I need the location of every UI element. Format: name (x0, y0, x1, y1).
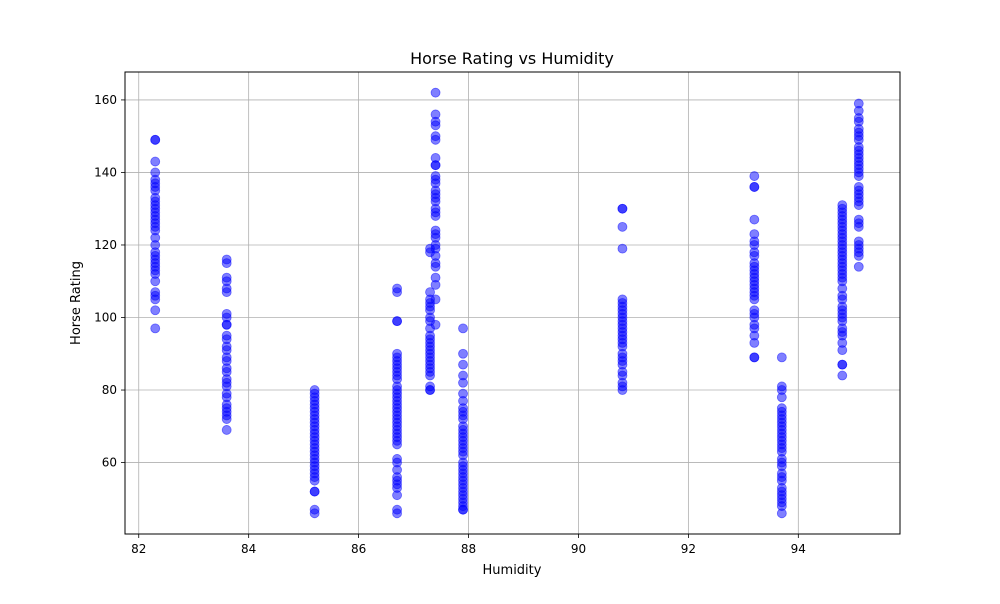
data-point (749, 214, 760, 225)
grid-lines (125, 72, 900, 534)
data-point (458, 323, 468, 334)
data-point (392, 508, 402, 519)
data-point (150, 276, 161, 287)
x-axis-label: Humidity (483, 563, 542, 578)
data-point (150, 156, 161, 167)
x-tick-label: 84 (241, 542, 256, 556)
data-point (776, 508, 787, 519)
data-point (221, 258, 232, 269)
data-point (221, 425, 232, 435)
data-point (309, 486, 320, 497)
data-point (853, 200, 864, 210)
y-tick-label: 80 (102, 383, 117, 397)
data-point (617, 221, 628, 232)
data-point (837, 359, 848, 370)
data-point (392, 316, 402, 327)
data-point (221, 319, 232, 330)
data-point (749, 182, 760, 192)
y-tick-label: 120 (94, 238, 117, 252)
data-point (430, 294, 441, 305)
data-point (749, 294, 760, 305)
data-point (430, 211, 441, 221)
data-point (150, 305, 161, 316)
chart-title: Horse Rating vs Humidity (410, 49, 614, 68)
x-tick-label: 88 (461, 542, 476, 556)
data-point (430, 160, 441, 171)
data-point (749, 352, 760, 363)
data-point (617, 243, 628, 254)
data-point (458, 348, 468, 359)
data-point (458, 377, 468, 388)
x-tick-label: 86 (351, 542, 366, 556)
x-tick-label: 94 (791, 542, 806, 556)
y-axis-ticks: 60 80 100 120 140 160 (94, 93, 125, 470)
data-point (837, 370, 848, 381)
data-point (425, 385, 435, 395)
data-point (430, 261, 441, 272)
x-axis-ticks: 82 84 86 88 90 92 94 (131, 534, 806, 556)
data-point (425, 370, 435, 381)
data-point (392, 287, 402, 298)
y-tick-label: 100 (94, 311, 117, 325)
data-point (221, 414, 232, 424)
data-point (853, 250, 864, 261)
data-point (392, 490, 402, 501)
x-tick-label: 90 (571, 542, 586, 556)
data-point (853, 261, 864, 272)
y-tick-label: 160 (94, 93, 117, 107)
data-point (430, 120, 441, 131)
plot-frame (124, 71, 901, 535)
data-point (150, 323, 161, 334)
data-point (458, 504, 468, 515)
data-point (430, 134, 441, 145)
data-point (221, 287, 232, 298)
data-point (749, 171, 760, 181)
data-point (150, 134, 161, 145)
data-point (776, 392, 787, 403)
data-point (430, 279, 441, 290)
data-point (853, 171, 864, 181)
data-point (617, 203, 628, 214)
data-point (392, 439, 402, 450)
data-point (749, 337, 760, 348)
data-point (150, 294, 161, 305)
data-point (309, 475, 320, 486)
y-axis-label: Horse Rating (69, 261, 84, 345)
x-tick-label: 82 (131, 542, 146, 556)
data-point (458, 359, 468, 370)
data-point (617, 385, 628, 395)
data-point (837, 345, 848, 356)
y-tick-label: 60 (102, 456, 117, 470)
data-points (150, 87, 864, 519)
data-point (309, 508, 320, 519)
x-tick-label: 92 (681, 542, 696, 556)
data-point (430, 87, 441, 98)
y-tick-label: 140 (94, 165, 117, 179)
data-point (776, 352, 787, 363)
data-point (853, 221, 864, 232)
data-point (430, 319, 441, 330)
